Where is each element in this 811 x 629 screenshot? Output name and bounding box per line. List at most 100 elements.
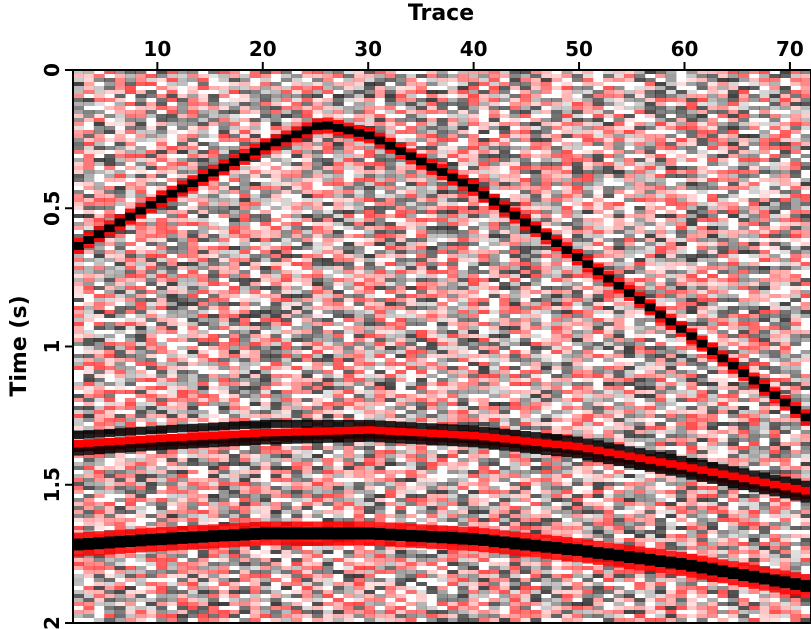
noise-cell xyxy=(353,270,365,274)
noise-cell xyxy=(499,562,511,566)
noise-cell xyxy=(176,346,188,350)
noise-cell xyxy=(249,390,261,394)
noise-cell xyxy=(135,298,147,302)
noise-cell xyxy=(93,158,105,162)
noise-cell xyxy=(353,314,365,318)
noise-cell xyxy=(478,386,490,390)
noise-cell xyxy=(114,458,126,462)
noise-cell xyxy=(436,494,448,498)
noise-cell xyxy=(156,498,168,502)
noise-cell xyxy=(291,330,303,334)
noise-cell xyxy=(228,518,240,522)
noise-cell xyxy=(187,198,199,202)
noise-cell xyxy=(93,342,105,346)
noise-cell xyxy=(270,578,282,582)
noise-cell xyxy=(73,102,84,106)
noise-cell xyxy=(104,382,116,386)
noise-cell xyxy=(166,514,178,518)
noise-cell xyxy=(228,386,240,390)
noise-cell xyxy=(457,198,469,202)
noise-cell xyxy=(353,466,365,470)
noise-cell xyxy=(156,238,168,242)
noise-cell xyxy=(364,190,376,194)
noise-cell xyxy=(249,254,261,258)
noise-cell xyxy=(197,254,209,258)
noise-cell xyxy=(135,346,147,350)
noise-cell xyxy=(364,94,376,98)
noise-cell xyxy=(457,322,469,326)
noise-cell xyxy=(312,602,324,606)
noise-cell xyxy=(364,566,376,570)
noise-cell xyxy=(312,254,324,258)
noise-cell xyxy=(280,374,292,378)
noise-cell xyxy=(312,246,324,250)
noise-cell xyxy=(249,374,261,378)
noise-cell xyxy=(239,338,251,342)
noise-cell xyxy=(457,130,469,134)
noise-cell xyxy=(280,478,292,482)
noise-cell xyxy=(499,330,511,334)
noise-cell xyxy=(145,558,157,562)
noise-cell xyxy=(228,338,240,342)
noise-cell xyxy=(416,198,427,202)
noise-cell xyxy=(384,306,396,310)
noise-cell xyxy=(156,274,168,278)
noise-cell xyxy=(156,146,168,150)
noise-cell xyxy=(353,198,365,202)
noise-cell xyxy=(218,562,230,566)
noise-cell xyxy=(343,98,355,102)
noise-cell xyxy=(114,470,126,474)
noise-cell xyxy=(364,110,376,114)
noise-cell xyxy=(145,250,157,254)
noise-cell xyxy=(249,490,261,494)
noise-cell xyxy=(218,490,230,494)
noise-cell xyxy=(467,562,479,566)
noise-cell xyxy=(364,306,376,310)
noise-cell xyxy=(447,218,459,222)
noise-cell xyxy=(73,406,84,410)
noise-cell xyxy=(436,222,448,226)
noise-cell xyxy=(135,614,147,618)
noise-cell xyxy=(332,278,344,282)
noise-cell xyxy=(384,94,396,98)
noise-cell xyxy=(499,306,511,310)
noise-cell xyxy=(93,74,105,78)
noise-cell xyxy=(114,454,126,458)
noise-cell xyxy=(270,618,282,622)
noise-cell xyxy=(73,506,84,510)
noise-cell xyxy=(457,194,469,198)
noise-cell xyxy=(83,214,95,218)
noise-cell xyxy=(312,414,324,418)
noise-cell xyxy=(280,394,292,398)
noise-cell xyxy=(197,278,209,282)
noise-cell xyxy=(364,206,376,210)
noise-cell xyxy=(332,174,344,178)
noise-cell xyxy=(187,450,199,454)
noise-cell xyxy=(114,386,126,390)
noise-cell xyxy=(83,342,95,346)
noise-cell xyxy=(395,246,407,250)
noise-cell xyxy=(176,94,188,98)
noise-cell xyxy=(208,506,220,510)
noise-cell xyxy=(197,238,209,242)
noise-cell xyxy=(156,518,168,522)
noise-cell xyxy=(332,290,344,294)
noise-cell xyxy=(166,390,178,394)
noise-cell xyxy=(124,414,136,418)
noise-cell xyxy=(93,486,105,490)
noise-cell xyxy=(249,454,261,458)
noise-cell xyxy=(156,450,168,454)
noise-cell xyxy=(280,554,292,558)
noise-cell xyxy=(447,402,459,406)
noise-cell xyxy=(93,266,105,270)
noise-cell xyxy=(135,402,147,406)
noise-cell xyxy=(488,422,500,426)
noise-cell xyxy=(249,310,261,314)
noise-cell xyxy=(197,250,209,254)
noise-cell xyxy=(83,514,95,518)
noise-cell xyxy=(73,366,84,370)
noise-cell xyxy=(384,122,396,126)
noise-cell xyxy=(291,386,303,390)
noise-cell xyxy=(218,254,230,258)
noise-cell xyxy=(93,370,105,374)
